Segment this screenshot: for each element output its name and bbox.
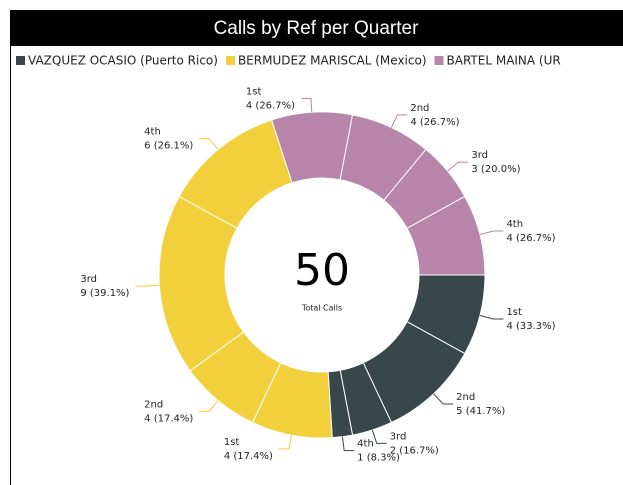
slice-value-label: 4 (26.7%) xyxy=(246,100,295,111)
leader-line xyxy=(479,315,504,320)
leader-line xyxy=(278,435,292,450)
slice-value-label: 4 (17.4%) xyxy=(224,451,273,462)
slice-value-label: 3 (20.0%) xyxy=(471,164,520,175)
slice-value-label: 4 (33.3%) xyxy=(506,321,555,332)
leader-line xyxy=(479,230,504,235)
slice-category: 1st xyxy=(246,86,262,97)
legend-swatch xyxy=(225,56,235,65)
slice-value-label: 5 (41.7%) xyxy=(456,406,505,417)
slice-category: 2nd xyxy=(410,103,429,114)
chart-title: Calls by Ref per Quarter xyxy=(214,18,420,39)
slice-category: 4th xyxy=(506,219,523,230)
center-label: Total Calls xyxy=(301,304,342,313)
leader-line xyxy=(447,161,469,172)
leader-line xyxy=(135,284,160,287)
slice-category: 1st xyxy=(224,437,240,448)
leader-line xyxy=(300,97,313,113)
leader-line xyxy=(390,114,408,128)
slice-category: 4th xyxy=(144,127,161,138)
slice-category: 3rd xyxy=(471,150,488,161)
center-value: 50 xyxy=(294,245,350,296)
leader-line xyxy=(371,429,387,444)
donut-segment xyxy=(406,195,486,276)
slice-value-label: 2 (16.7%) xyxy=(390,445,439,456)
legend-label: BERMUDEZ MARISCAL (Mexico) xyxy=(238,54,427,68)
leader-line xyxy=(433,393,454,405)
slice-value-label: 4 (17.4%) xyxy=(144,413,193,424)
slice-category: 2nd xyxy=(456,392,475,403)
legend-label: VAZQUEZ OCASIO (Puerto Rico) xyxy=(28,54,218,68)
slice-category: 2nd xyxy=(144,399,163,410)
slice-value-label: 9 (39.1%) xyxy=(80,288,129,299)
leader-line xyxy=(341,436,355,452)
slice-value-label: 4 (26.7%) xyxy=(506,233,555,244)
legend-label: BARTEL MAINA (UR xyxy=(447,54,561,68)
legend-swatch xyxy=(434,56,444,65)
slice-category: 4th xyxy=(357,439,374,450)
leader-line xyxy=(199,138,219,150)
leader-line xyxy=(199,400,219,412)
slice-value-label: 6 (26.1%) xyxy=(144,141,193,152)
slice-category: 3rd xyxy=(80,274,97,285)
title-bar xyxy=(10,10,623,46)
slice-category: 1st xyxy=(506,307,522,318)
legend-swatch xyxy=(16,56,25,65)
slice-value-label: 4 (26.7%) xyxy=(410,117,459,128)
slice-category: 3rd xyxy=(390,431,407,442)
slice-value-label: 1 (8.3%) xyxy=(357,453,400,464)
